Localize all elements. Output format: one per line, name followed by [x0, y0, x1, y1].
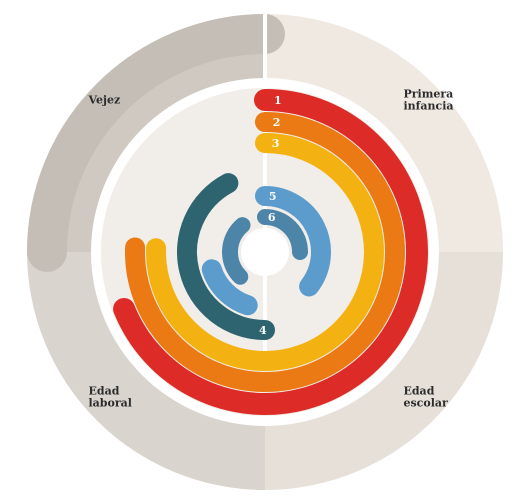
segment-label-2-line-1: laboral [89, 396, 132, 409]
bar-number-label-2: 2 [273, 116, 281, 129]
bar-arc-4 [177, 173, 275, 340]
segment-sector-1 [265, 252, 503, 490]
segment-label-2-line-0: Edad [89, 384, 120, 397]
bar-arc-6 [257, 209, 308, 260]
labels-layer: 123456PrimerainfanciaEdadescolarEdadlabo… [88, 88, 454, 410]
bar-arc-6b [222, 217, 251, 285]
segment-label-0-line-0: Primera [403, 88, 453, 101]
bar-arc-5 [255, 186, 331, 297]
segment-label-1-line-1: escolar [403, 396, 448, 409]
segment-label-3-line-0: Vejez [88, 94, 121, 107]
bars-layer [113, 89, 428, 415]
center-disc [241, 228, 289, 276]
bar-number-label-5: 5 [269, 190, 277, 203]
bar-number-label-3: 3 [272, 137, 280, 150]
bar-arc-2 [125, 112, 405, 392]
segment-sector-3 [27, 14, 265, 252]
segment-sector-0 [265, 14, 503, 252]
segment-label-1-line-0: Edad [403, 384, 434, 397]
segment-label-0-line-1: infancia [403, 100, 453, 113]
outer-band-arc [27, 14, 285, 272]
background-layer [27, 14, 503, 490]
bar-arc-5b [201, 259, 258, 316]
bar-number-label-1: 1 [274, 94, 282, 107]
bar-number-label-4: 4 [259, 324, 267, 337]
outer-band-layer [27, 14, 285, 272]
segment-sector-2 [27, 252, 265, 490]
bar-arc-1 [113, 89, 428, 415]
bar-arc-3 [146, 133, 384, 371]
bar-number-label-6: 6 [268, 211, 276, 224]
